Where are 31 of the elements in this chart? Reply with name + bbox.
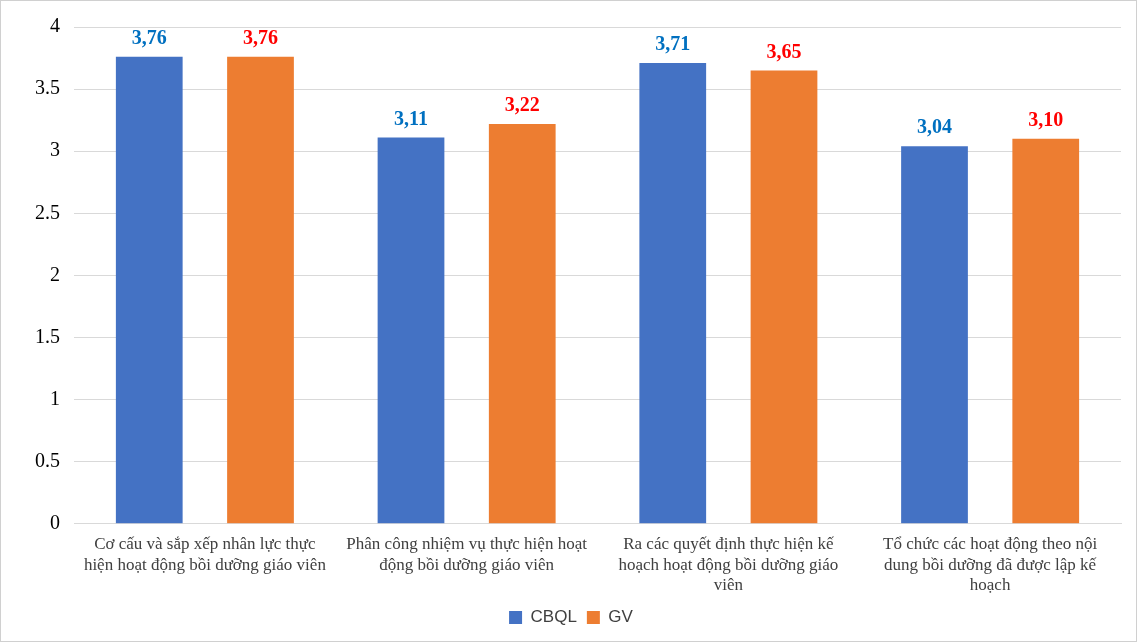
bar <box>227 56 294 524</box>
bar <box>488 123 556 524</box>
bar <box>1012 138 1080 524</box>
bar <box>750 70 818 524</box>
data-label: 3,76 <box>131 25 167 48</box>
y-tick-label: 2.5 <box>35 200 60 223</box>
data-label: 3,71 <box>655 32 691 55</box>
y-tick-label: 1.5 <box>35 324 60 347</box>
bar <box>901 146 968 524</box>
y-tick-label: 3 <box>50 138 60 161</box>
y-tick-label: 1 <box>50 386 60 409</box>
y-tick-label: 0 <box>50 511 60 534</box>
data-label: 3,65 <box>766 39 802 62</box>
x-tick-label: Cơ cấu và sắp xếp nhân lực thực hiện hoạt động bồi dưỡng giáo viên <box>83 534 327 574</box>
bar <box>377 137 445 524</box>
bar <box>115 56 183 524</box>
data-label: 3,11 <box>394 106 428 129</box>
x-tick-label: Tổ chức các hoạt động theo nội dung bồi dưỡng đã được lập kế hoạch <box>883 534 1098 595</box>
bar <box>639 63 707 524</box>
y-tick-label: 4 <box>50 14 60 37</box>
data-label: 3,76 <box>243 25 278 48</box>
data-label: 3,04 <box>917 115 952 138</box>
x-tick-label: Phân công nhiệm vụ thực hiện hoạt động bồi dưỡng giáo viên <box>346 534 588 574</box>
data-label: 3,22 <box>504 93 540 116</box>
legend-label: CBQL <box>530 607 577 627</box>
data-label: 3,10 <box>1028 107 1064 130</box>
y-tick-label: 2 <box>50 262 60 285</box>
legend-label: GV <box>608 607 634 627</box>
y-tick-label: 0.5 <box>35 448 60 471</box>
x-tick-label: Ra các quyết định thực hiện kế hoạch hoạt động bồi dưỡng giáo viên <box>618 534 839 595</box>
y-tick-label: 3.5 <box>35 76 60 99</box>
